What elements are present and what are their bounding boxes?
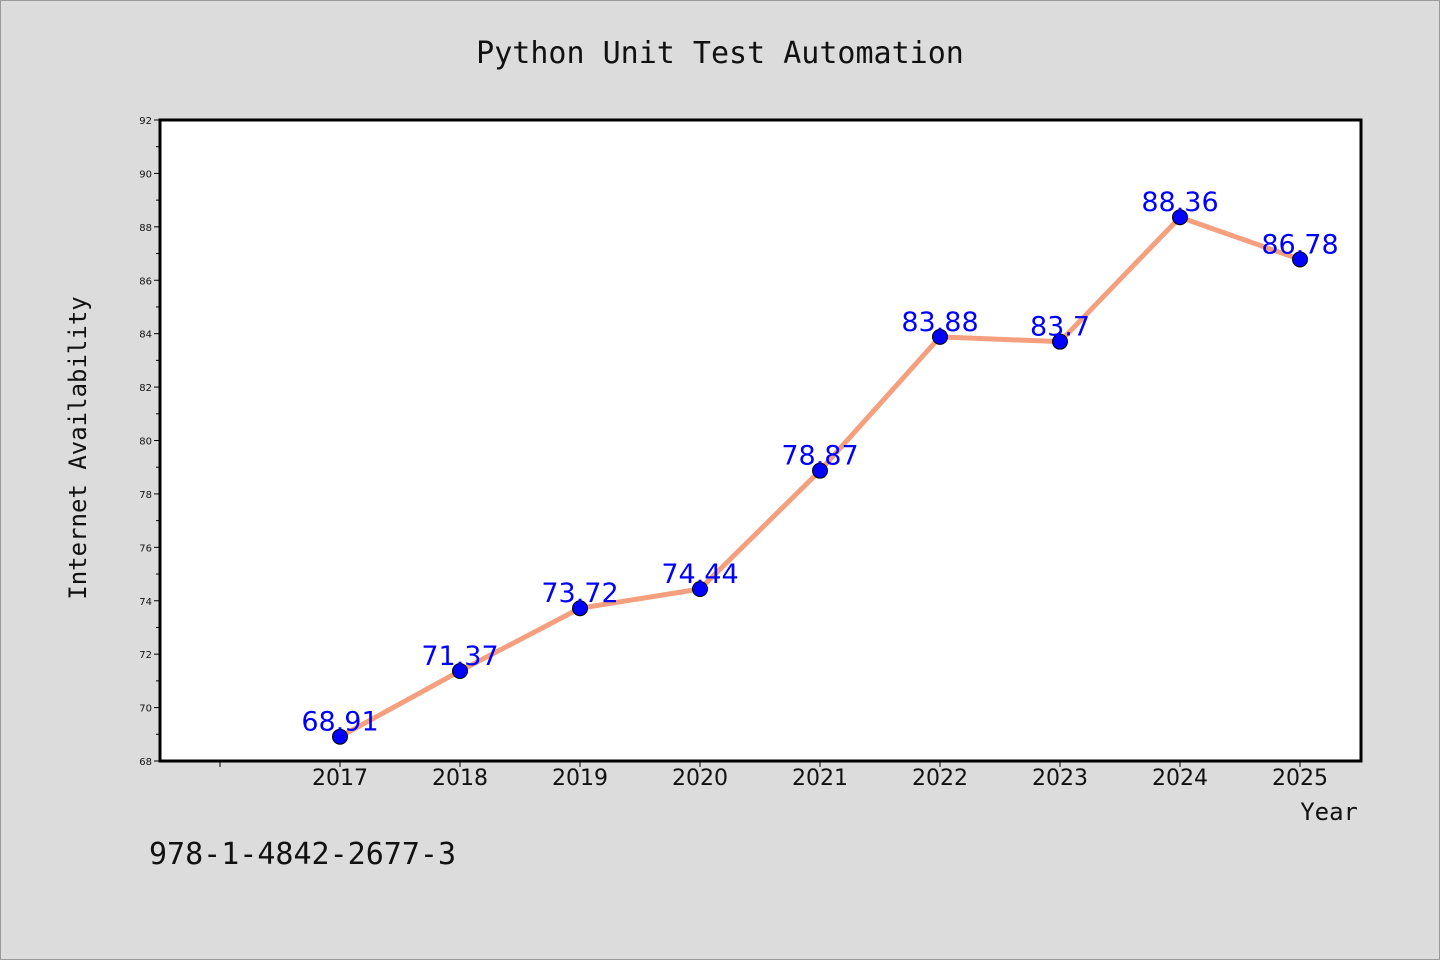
x-tick-label: 2020 bbox=[672, 766, 728, 791]
data-point bbox=[692, 580, 708, 597]
y-tick-label: 82 bbox=[139, 383, 152, 394]
chart-title: Python Unit Test Automation bbox=[476, 36, 964, 71]
data-label: 68.91 bbox=[301, 707, 378, 738]
y-axis: 68 70 72 74 76 78 80 82 84 86 88 90 92 bbox=[139, 116, 160, 768]
y-tick-label: 90 bbox=[139, 169, 152, 180]
y-tick-label: 80 bbox=[139, 437, 152, 448]
data-point bbox=[1172, 209, 1188, 226]
x-axis-label: Year bbox=[1300, 798, 1358, 826]
x-tick-label: 2024 bbox=[1152, 766, 1208, 791]
data-labels: 68.91 71.37 73.72 74.44 78.87 83.88 83.7 88.36 8… bbox=[301, 187, 1338, 737]
data-point bbox=[572, 600, 588, 617]
x-tick-label: 2022 bbox=[912, 766, 968, 791]
data-label: 83.88 bbox=[901, 307, 978, 338]
y-tick-label: 70 bbox=[139, 704, 152, 715]
y-tick-label: 92 bbox=[139, 116, 152, 127]
y-tick-label: 74 bbox=[139, 597, 152, 608]
footer-text: 978-1-4842-2677-3 bbox=[149, 837, 456, 872]
x-tick-label: 2017 bbox=[312, 766, 368, 791]
data-point bbox=[1052, 333, 1068, 350]
x-tick-label: 2019 bbox=[552, 766, 608, 791]
data-point bbox=[1292, 251, 1308, 268]
data-point bbox=[332, 728, 348, 745]
y-tick-label: 86 bbox=[139, 276, 152, 287]
data-label: 73.72 bbox=[541, 578, 618, 609]
y-tick-label: 72 bbox=[139, 650, 152, 661]
data-label: 86.78 bbox=[1261, 229, 1338, 260]
x-axis: 2017 2018 2019 2020 2021 2022 2023 2024 2025 bbox=[219, 761, 1328, 791]
plot-area bbox=[158, 118, 1363, 763]
y-axis-label: Internet Availability bbox=[64, 296, 92, 599]
data-point bbox=[812, 462, 828, 479]
y-tick-label: 76 bbox=[139, 543, 152, 554]
x-tick-label: 2025 bbox=[1272, 766, 1328, 791]
y-tick-label: 68 bbox=[139, 757, 152, 768]
y-tick-label: 84 bbox=[139, 330, 152, 341]
data-label: 83.7 bbox=[1030, 312, 1090, 343]
x-tick-label: 2018 bbox=[432, 766, 488, 791]
y-tick-label: 78 bbox=[139, 490, 152, 501]
data-label: 71.37 bbox=[421, 641, 498, 672]
data-label: 78.87 bbox=[781, 441, 858, 472]
x-tick-label: 2021 bbox=[792, 766, 848, 791]
data-label: 88.36 bbox=[1141, 187, 1218, 218]
data-point bbox=[452, 662, 468, 679]
y-tick-label: 88 bbox=[139, 223, 152, 234]
data-point bbox=[932, 328, 948, 345]
x-tick-label: 2023 bbox=[1032, 766, 1088, 791]
data-label: 74.44 bbox=[661, 559, 738, 590]
data-markers bbox=[332, 209, 1308, 745]
